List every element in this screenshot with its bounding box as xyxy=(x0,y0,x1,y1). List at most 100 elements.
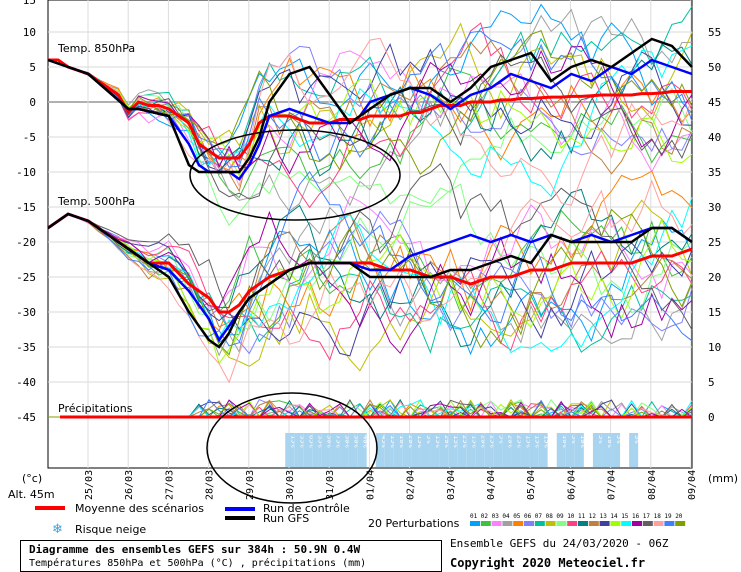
snow-risk-label: 25% xyxy=(516,435,524,448)
snow-risk-label: 45% xyxy=(380,435,388,448)
snow-risk-label: 5% xyxy=(425,435,433,444)
annotation-ellipse-precip xyxy=(206,392,378,504)
annotation-ellipse-850 xyxy=(189,129,401,221)
date-tick-label: 30/03 xyxy=(285,470,296,500)
snow-risk-label: 35% xyxy=(298,435,306,448)
perturbation-color-swatch xyxy=(664,521,675,526)
perturbation-850-line xyxy=(47,57,693,171)
snow-risk-label: 20% xyxy=(443,435,451,448)
altitude-label: Alt. 45m xyxy=(8,488,55,501)
perturbation-850-line xyxy=(48,8,693,213)
perturbation-id-label: 17 xyxy=(643,513,651,520)
snow-risk-box xyxy=(321,433,331,467)
snow-risk-box xyxy=(574,433,584,467)
perturbation-color-swatch xyxy=(502,521,513,526)
t500-gfs-line xyxy=(47,212,693,349)
snow-risk-box xyxy=(402,433,412,467)
left-tick-label: 5 xyxy=(29,61,36,74)
snow-risk-label: 5% xyxy=(597,435,605,444)
right-tick-label: 10 xyxy=(708,341,721,354)
legend-mean-label: Moyenne des scénarios xyxy=(75,502,204,515)
snow-risk-box xyxy=(439,433,449,467)
snow-risk-box xyxy=(384,433,394,467)
snow-risk-box xyxy=(312,433,322,467)
snow-risk-label: 15% xyxy=(452,435,460,448)
snow-risk-box xyxy=(357,433,367,467)
perturbation-500-line xyxy=(47,213,693,357)
snow-risk-label: 5% xyxy=(570,435,578,444)
perturbation-id-label: 04 xyxy=(502,513,510,520)
snow-risk-box xyxy=(421,433,430,467)
main-series xyxy=(47,37,693,349)
left-tick-label: -35 xyxy=(16,341,36,354)
perturbation-850-line xyxy=(47,30,693,168)
left-tick-label: -30 xyxy=(16,306,36,319)
perturbation-color-swatch xyxy=(545,521,556,526)
snow-risk-label: 15% xyxy=(389,435,397,448)
legend-control-label: Run de contrôle xyxy=(263,502,350,515)
right-tick-label: 0 xyxy=(708,411,715,424)
footer-box: Diagramme des ensembles GEFS sur 384h : … xyxy=(20,540,442,572)
snow-risk-label: 10% xyxy=(398,435,406,448)
date-axis: 25/03 26/03 27/03 28/03 29/03 30/03 31/03 01/04… xyxy=(84,470,698,500)
right-tick-label: 50 xyxy=(708,61,721,74)
snow-risk-box xyxy=(330,433,340,467)
snow-risk-label: 65% xyxy=(307,435,315,448)
diagram-title: Diagramme des ensembles GEFS sur 384h : … xyxy=(29,543,361,556)
perturbation-color-swatch xyxy=(653,521,664,526)
snow-risk-box xyxy=(339,433,349,467)
perturbation-color-swatch xyxy=(470,521,480,526)
snow-risk-row: 15% 35% 65% 35% 30% 75% 30% 30% 40% 45% 15% 10% 20% 1… xyxy=(285,433,641,467)
perturbation-500-line xyxy=(47,212,693,330)
snow-risk-box xyxy=(520,433,530,467)
date-tick-label: 02/04 xyxy=(406,470,417,500)
snow-risk-box xyxy=(375,433,385,467)
snow-risk-label: 30% xyxy=(325,435,333,448)
date-tick-label: 01/04 xyxy=(365,470,376,500)
left-tick-label: -45 xyxy=(16,411,36,424)
date-tick-label: 31/03 xyxy=(325,470,336,500)
snow-risk-box xyxy=(538,433,548,467)
snow-risk-box xyxy=(285,433,295,467)
panel-label-500: Temp. 500hPa xyxy=(57,195,135,208)
perturbation-850-line xyxy=(48,59,693,227)
perturbation-id-label: 14 xyxy=(610,513,618,520)
date-tick-label: 29/03 xyxy=(245,470,256,500)
snow-risk-label: 40% xyxy=(362,435,370,448)
date-tick-label: 26/03 xyxy=(124,470,135,500)
perturbation-id-label: 02 xyxy=(481,513,489,520)
snow-risk-label: 25% xyxy=(461,435,469,448)
perturbation-850-line xyxy=(48,53,693,200)
snow-risk-box xyxy=(484,433,494,467)
perturbation-id-label: 20 xyxy=(675,513,683,520)
perturbation-id-label: 15 xyxy=(621,513,629,520)
right-tick-label: 30 xyxy=(708,201,721,214)
right-tick-label: 45 xyxy=(708,96,721,109)
snow-risk-label: 15% xyxy=(543,435,551,448)
perturbation-500-line xyxy=(47,199,693,372)
left-tick-label: 0 xyxy=(29,96,36,109)
perturbation-lines xyxy=(47,3,693,384)
perturbation-500-line xyxy=(47,179,693,384)
snow-risk-box xyxy=(602,433,611,467)
perturbation-500-line xyxy=(47,213,693,365)
perturbation-id-label: 16 xyxy=(632,513,640,520)
snow-risk-label: 15% xyxy=(470,435,478,448)
snow-risk-label: 15% xyxy=(534,435,542,448)
snow-risk-label: 15% xyxy=(416,435,424,448)
perturbation-color-swatch xyxy=(675,521,686,526)
snow-risk-label: 25% xyxy=(488,435,496,448)
perturbation-color-swatch xyxy=(556,521,567,526)
panel-label-850: Temp. 850hPa xyxy=(57,42,135,55)
right-tick-label: 40 xyxy=(708,131,721,144)
snow-risk-label: 10% xyxy=(579,435,587,448)
perturbation-id-label: 13 xyxy=(600,513,608,520)
perturbation-id-label: 07 xyxy=(535,513,543,520)
precipitation-panel xyxy=(48,398,693,419)
perturbation-id-label: 06 xyxy=(524,513,532,520)
snow-risk-label: 15% xyxy=(289,435,297,448)
perturbation-color-swatch xyxy=(642,521,653,526)
snow-risk-label: 15% xyxy=(434,435,442,448)
perturbation-id-label: 12 xyxy=(589,513,597,520)
